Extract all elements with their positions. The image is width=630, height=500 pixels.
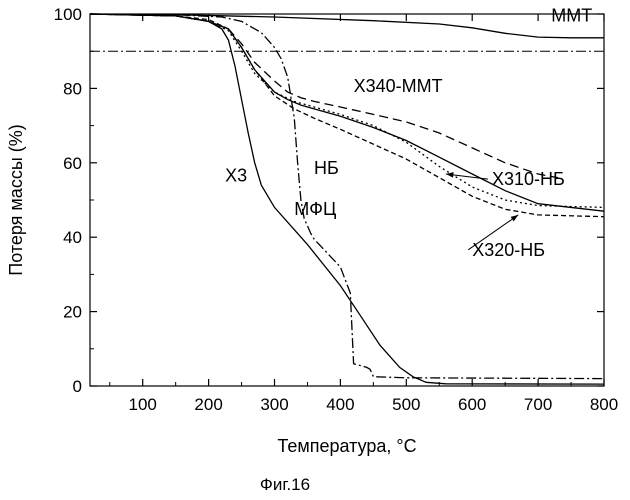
series-line-0 <box>89 13 604 39</box>
y-tick-label: 20 <box>63 303 82 322</box>
y-tick-label: 40 <box>63 228 82 247</box>
annotation-arrow-head <box>510 214 519 222</box>
figure-caption: Фиг.16 <box>260 475 310 494</box>
y-tick-label: 100 <box>54 5 82 24</box>
annotation-label: HБ <box>314 158 339 178</box>
series-line-4 <box>89 13 605 218</box>
series-line-5 <box>89 13 605 380</box>
y-axis-title: Потеря массы (%) <box>6 124 26 275</box>
annotation-label: MMT <box>551 5 592 25</box>
x-tick-label: 800 <box>590 395 618 414</box>
x-tick-label: 100 <box>129 395 157 414</box>
x-tick-label: 400 <box>326 395 354 414</box>
plot-frame <box>89 13 605 387</box>
annotation-label: MФЦ <box>294 199 336 219</box>
series-line-6 <box>89 13 605 385</box>
x-tick-label: 500 <box>392 395 420 414</box>
x-tick-label: 200 <box>194 395 222 414</box>
x-tick-label: 700 <box>524 395 552 414</box>
y-tick-label: 0 <box>73 377 82 396</box>
annotation-label: X340-MMT <box>354 76 443 96</box>
tick-layer: 100 200 300 400 500 600 700 800 0 20 40 60 80 100 <box>54 5 619 414</box>
annotation-label: X320-HБ <box>472 240 545 260</box>
y-tick-label: 60 <box>63 154 82 173</box>
series-line-3 <box>89 13 605 209</box>
x-tick-label: 300 <box>260 395 288 414</box>
annotation-label: X310-HБ <box>492 169 565 189</box>
annotation-layer: MMT X340-MMT HБ X3 MФЦ X310-HБ X320-HБ <box>225 5 592 259</box>
series-line-1 <box>89 13 559 179</box>
series-layer <box>89 13 605 385</box>
annotation-arrow-line <box>467 214 519 251</box>
x-tick-label: 600 <box>458 395 486 414</box>
x-axis-title: Температура, °C <box>277 436 416 456</box>
y-tick-label: 80 <box>63 79 82 98</box>
annotation-arrow-head <box>445 172 454 178</box>
annotation-label: X3 <box>225 165 247 185</box>
